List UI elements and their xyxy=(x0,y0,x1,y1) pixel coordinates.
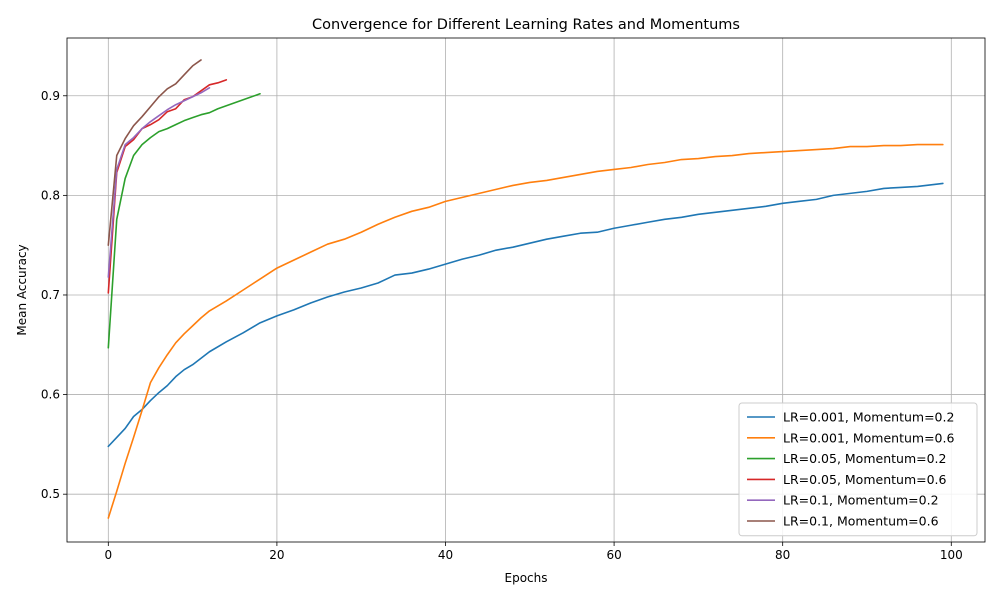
legend-label-6: LR=0.1, Momentum=0.6 xyxy=(783,514,939,529)
x-tick-label: 0 xyxy=(104,548,112,562)
axis-ticks: 0 20 40 60 80 100 0.5 0.6 0.7 0.8 0.9 xyxy=(41,89,963,562)
plot-frame xyxy=(66,37,986,543)
legend-label-1: LR=0.001, Momentum=0.2 xyxy=(783,410,954,425)
y-tick-label: 0.5 xyxy=(41,487,60,501)
x-axis-label: Epochs xyxy=(505,571,548,585)
y-tick-label: 0.8 xyxy=(41,188,60,202)
series-line-2 xyxy=(107,143,944,519)
y-tick-label: 0.6 xyxy=(41,388,60,402)
x-tick-label: 60 xyxy=(606,548,621,562)
x-tick-label: 80 xyxy=(775,548,790,562)
x-tick-label: 40 xyxy=(438,548,453,562)
x-tick-label: 20 xyxy=(269,548,284,562)
x-tick-label: 100 xyxy=(940,548,963,562)
legend-label-2: LR=0.001, Momentum=0.6 xyxy=(783,430,954,445)
chart-title: Convergence for Different Learning Rates… xyxy=(312,17,740,33)
y-axis-label: Mean Accuracy xyxy=(15,244,29,335)
series-line-4 xyxy=(107,79,228,294)
legend-label-4: LR=0.05, Momentum=0.6 xyxy=(783,472,947,487)
y-tick-label: 0.9 xyxy=(41,89,60,103)
series-line-1 xyxy=(107,182,944,448)
series-line-3 xyxy=(107,92,261,349)
y-tick-label: 0.7 xyxy=(41,288,60,302)
series-line-5 xyxy=(107,87,211,278)
legend-label-3: LR=0.05, Momentum=0.2 xyxy=(783,451,946,466)
legend-box xyxy=(738,402,978,537)
legend-label-5: LR=0.1, Momentum=0.2 xyxy=(783,493,939,508)
legend: LR=0.001, Momentum=0.2 LR=0.001, Momentum… xyxy=(738,402,978,537)
series-lines xyxy=(107,59,944,519)
series-line-6 xyxy=(107,59,202,246)
